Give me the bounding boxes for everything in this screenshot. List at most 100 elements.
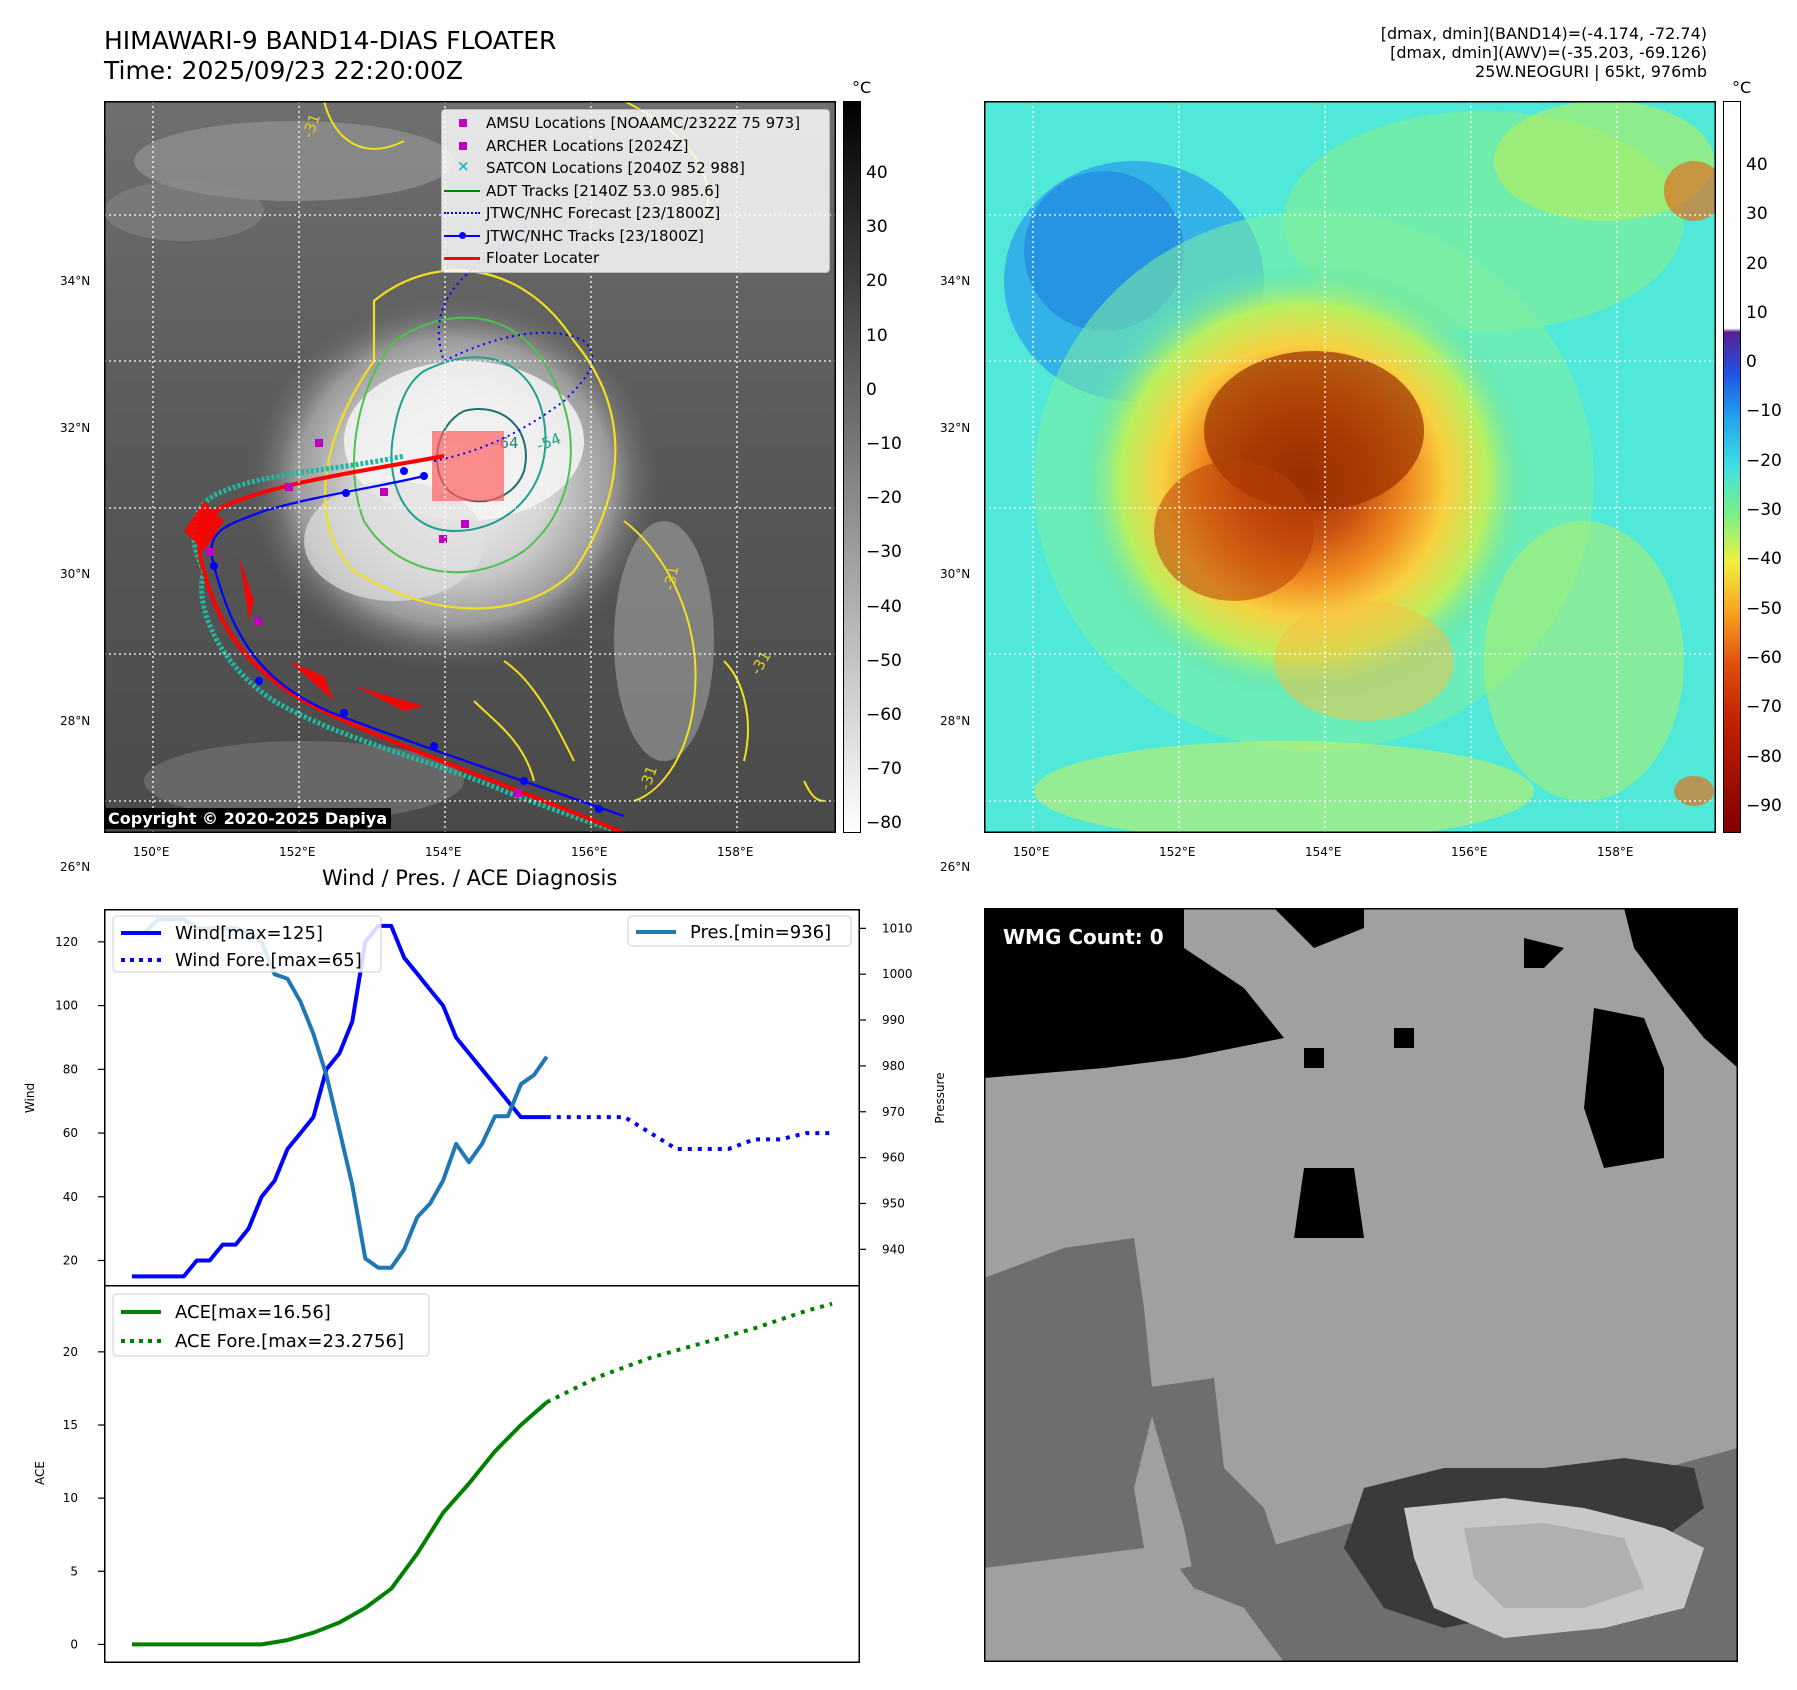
cb-tick: −30 [866, 542, 902, 563]
cb-tick: −50 [1746, 598, 1782, 619]
pres-tick: 970 [882, 1105, 905, 1119]
legend-floater: Floater Locater [442, 247, 829, 270]
lat-tick: 26°N [60, 860, 91, 874]
ir-legend: AMSU Locations [NOAAMC/2322Z 75 973] ARC… [441, 109, 830, 273]
legend-label: JTWC/NHC Tracks [23/1800Z] [486, 226, 704, 245]
floater-box [432, 431, 504, 501]
legend-label: ADT Tracks [2140Z 53.0 985.6] [486, 181, 720, 200]
cb-tick: −10 [1746, 401, 1782, 422]
legend-amsu: AMSU Locations [NOAAMC/2322Z 75 973] [442, 112, 829, 135]
cb-tick: −70 [1746, 697, 1782, 718]
ir-lon-tick: 154°E [425, 845, 462, 859]
floater-track [197, 454, 625, 833]
wind-tick: 40 [63, 1190, 78, 1204]
ir-lon-tick: 156°E [571, 845, 608, 859]
pres-tick: 960 [882, 1151, 905, 1165]
awv-lon-tick: 150°E [1013, 845, 1050, 859]
legend-tracks: JTWC/NHC Tracks [23/1800Z] [442, 225, 829, 248]
awv-gridlines [984, 101, 1716, 833]
lat-tick: 34°N [60, 274, 91, 288]
dmax-dmin-info: [dmax, dmin](BAND14)=(-4.174, -72.74) [d… [1381, 24, 1707, 81]
cb-tick: −60 [1746, 647, 1782, 668]
ir-colorbar-ticks: 40 30 20 10 0 −10 −20 −30 −40 −50 −60 −7… [866, 146, 902, 851]
pressure-ylabel: Pressure [933, 1072, 947, 1123]
cb-tick: 0 [866, 379, 877, 400]
ace-tick: 5 [70, 1564, 78, 1578]
awv-colorbar [1723, 101, 1741, 833]
wind-legend: Wind[max=125] Wind Fore.[max=65] [112, 915, 382, 973]
wind-ylabel: Wind [23, 1083, 37, 1113]
ace-series-line [131, 1400, 549, 1647]
diagnosis-chart: 120 100 80 60 40 20 1010 1000 990 980 97… [23, 909, 947, 1663]
cb-tick: 20 [866, 271, 888, 292]
legend-archer: ARCHER Locations [2024Z] [442, 135, 829, 158]
cb-tick: 10 [866, 325, 888, 346]
cb-tick: −70 [866, 759, 902, 780]
wind-axis: 120 100 80 60 40 20 [55, 935, 105, 1268]
ace-frame [104, 1285, 860, 1663]
cb-tick: 30 [866, 217, 888, 238]
lat-tick: 32°N [60, 420, 91, 435]
awv-lon-tick: 152°E [1159, 845, 1196, 859]
awv-water-vapor-map [984, 101, 1716, 833]
wind-tick: 20 [63, 1254, 78, 1268]
cb-tick: 40 [866, 163, 888, 183]
pres-tick: 1000 [882, 967, 913, 981]
cb-tick: 40 [1746, 155, 1768, 175]
wmg-count-label: WMG Count: 0 [1003, 925, 1164, 949]
pres-tick: 1010 [882, 921, 913, 935]
pressure-legend: Pres.[min=936] [627, 915, 852, 947]
legend-x-icon: × [457, 157, 470, 176]
cb-tick: −80 [1746, 746, 1782, 767]
wind-tick: 80 [63, 1062, 78, 1076]
legend-adt: ADT Tracks [2140Z 53.0 985.6] [442, 180, 829, 203]
info-line-2: [dmax, dmin](AWV)=(-35.203, -69.126) [1390, 43, 1707, 62]
legend-pres-label: Pres.[min=936] [690, 922, 831, 943]
legend-satcon: × SATCON Locations [2040Z 52 988] [442, 157, 829, 180]
pres-tick: 980 [882, 1059, 905, 1073]
cb-tick: −10 [866, 434, 902, 455]
contour-label: -31 [660, 564, 682, 591]
wind-forecast-series-line [546, 1115, 833, 1151]
legend-label: SATCON Locations [2040Z 52 988] [486, 159, 745, 178]
figure-title: HIMAWARI-9 BAND14-DIAS FLOATER Time: 202… [104, 26, 556, 86]
ace-forecast-series-line [545, 1301, 833, 1404]
info-line-1: [dmax, dmin](BAND14)=(-4.174, -72.74) [1380, 24, 1707, 43]
ir-colorbar [843, 101, 861, 833]
ace-axis: 20 15 10 5 0 [63, 1345, 105, 1651]
ir-lon-tick: 152°E [279, 845, 316, 859]
contour-green [353, 316, 572, 574]
awv-lon-tick: 156°E [1451, 845, 1488, 859]
wind-tick: 120 [55, 935, 78, 949]
legend-wind-fore-label: Wind Fore.[max=65] [175, 950, 362, 971]
legend-ace-fore-label: ACE Fore.[max=23.2756] [175, 1331, 404, 1352]
cb-tick: −50 [866, 650, 902, 671]
lat-tick: 28°N [940, 713, 971, 728]
cb-tick: 20 [1746, 253, 1768, 274]
legend-ace-label: ACE[max=16.56] [175, 1302, 331, 1323]
cb-tick: 30 [1746, 204, 1768, 225]
lat-tick: 30°N [940, 567, 971, 581]
legend-line-icon [444, 189, 480, 192]
cb-tick: 10 [1746, 302, 1768, 323]
ace-tick: 0 [70, 1637, 78, 1651]
lat-tick: 26°N [940, 860, 971, 874]
wind-series-line [131, 923, 547, 1279]
jtwc-forecast-track [433, 230, 594, 462]
pres-tick: 940 [882, 1242, 905, 1256]
title-line-2: Time: 2025/09/23 22:20:00Z [104, 56, 463, 85]
ir-lat-ticks: 34°N 32°N 30°N 28°N 26°N [60, 208, 90, 941]
satcon-track [191, 453, 405, 573]
awv-lon-tick: 158°E [1597, 845, 1634, 859]
cb-tick: −20 [1746, 450, 1782, 471]
awv-lon-tick: 154°E [1305, 845, 1342, 859]
awv-lat-ticks: 34°N 32°N 30°N 28°N 26°N [940, 208, 970, 941]
ace-legend: ACE[max=16.56] ACE Fore.[max=23.2756] [112, 1293, 430, 1357]
title-line-1: HIMAWARI-9 BAND14-DIAS FLOATER [104, 26, 557, 55]
cb-tick: 0 [1746, 352, 1757, 373]
ace-tick: 10 [63, 1491, 78, 1505]
legend-square-icon [459, 119, 467, 128]
wmg-panel [984, 908, 1738, 1662]
pres-tick: 950 [882, 1196, 905, 1210]
info-line-3: 25W.NEOGURI | 65kt, 976mb [1475, 62, 1707, 81]
